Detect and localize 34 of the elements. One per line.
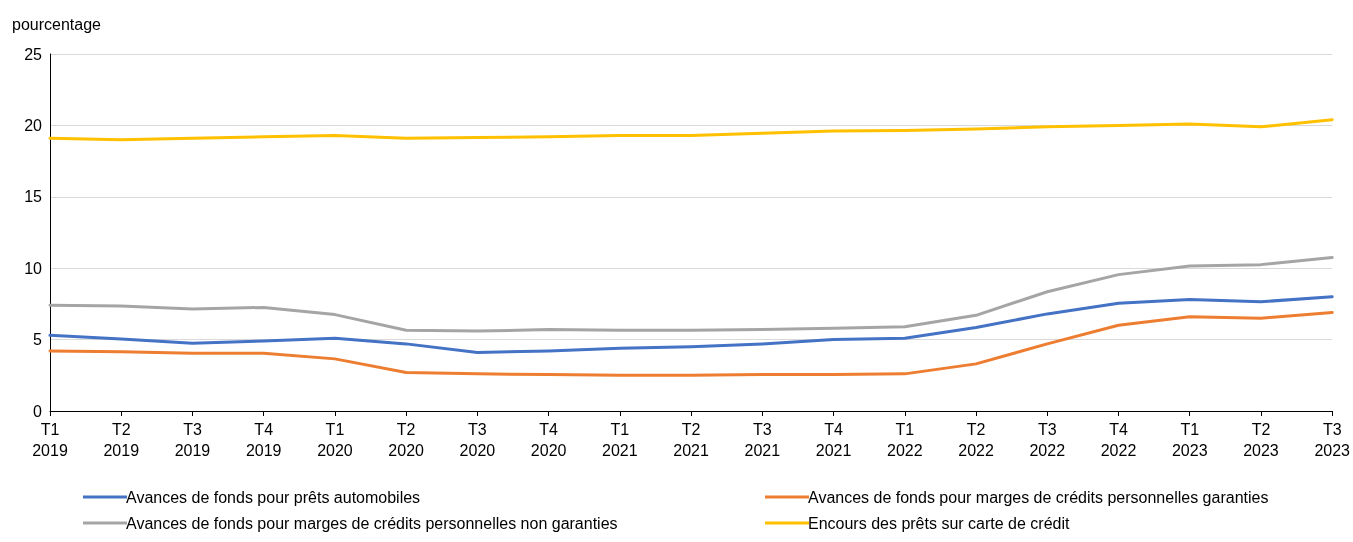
y-axis-title: pourcentage — [12, 15, 102, 33]
line-series — [48, 255, 1334, 333]
y-tick-label: 0 — [33, 402, 43, 420]
y-tick-label: 10 — [24, 259, 43, 277]
y-tick-label: 25 — [24, 45, 43, 63]
x-tick-label: T3 2019 — [174, 421, 211, 459]
x-tick-label: T1 2023 — [1171, 421, 1208, 459]
legend-label: Avances de fonds pour prêts automobiles — [126, 488, 421, 506]
line-series — [48, 310, 1334, 377]
x-tick-label: T2 2021 — [673, 421, 709, 459]
x-tick-label: T3 2022 — [1029, 421, 1066, 459]
x-tick-label: T1 2022 — [887, 421, 923, 459]
x-tick-label: T1 2020 — [317, 421, 353, 459]
x-tick-label: T2 2020 — [388, 421, 425, 459]
x-tick-label: T3 2023 — [1314, 421, 1351, 459]
x-tick-label: T4 2019 — [245, 421, 282, 459]
y-tick-label: 15 — [24, 188, 43, 206]
x-tick-label: T1 2019 — [32, 421, 68, 459]
x-tick-label: T2 2019 — [103, 421, 140, 459]
x-tick-label: T3 2020 — [459, 421, 496, 459]
line-series — [48, 118, 1334, 142]
x-tick-label: T2 2023 — [1243, 421, 1279, 459]
x-tick-label: T4 2021 — [815, 421, 852, 459]
legend-label: Avances de fonds pour marges de crédits personnelles non garanties — [126, 514, 618, 532]
x-tick-label: T4 2020 — [530, 421, 567, 459]
x-tick-label: T3 2021 — [744, 421, 781, 459]
y-tick-label: 20 — [24, 116, 43, 134]
x-tick-label: T1 2021 — [602, 421, 638, 459]
x-tick-label: T2 2022 — [958, 421, 994, 459]
x-tick-label: T4 2022 — [1100, 421, 1137, 459]
line-series — [48, 295, 1334, 354]
legend-label: Avances de fonds pour marges de crédits personnelles garanties — [808, 488, 1269, 506]
y-tick-label: 5 — [33, 331, 43, 349]
legend-label: Encours des prêts sur carte de crédit — [808, 514, 1071, 532]
